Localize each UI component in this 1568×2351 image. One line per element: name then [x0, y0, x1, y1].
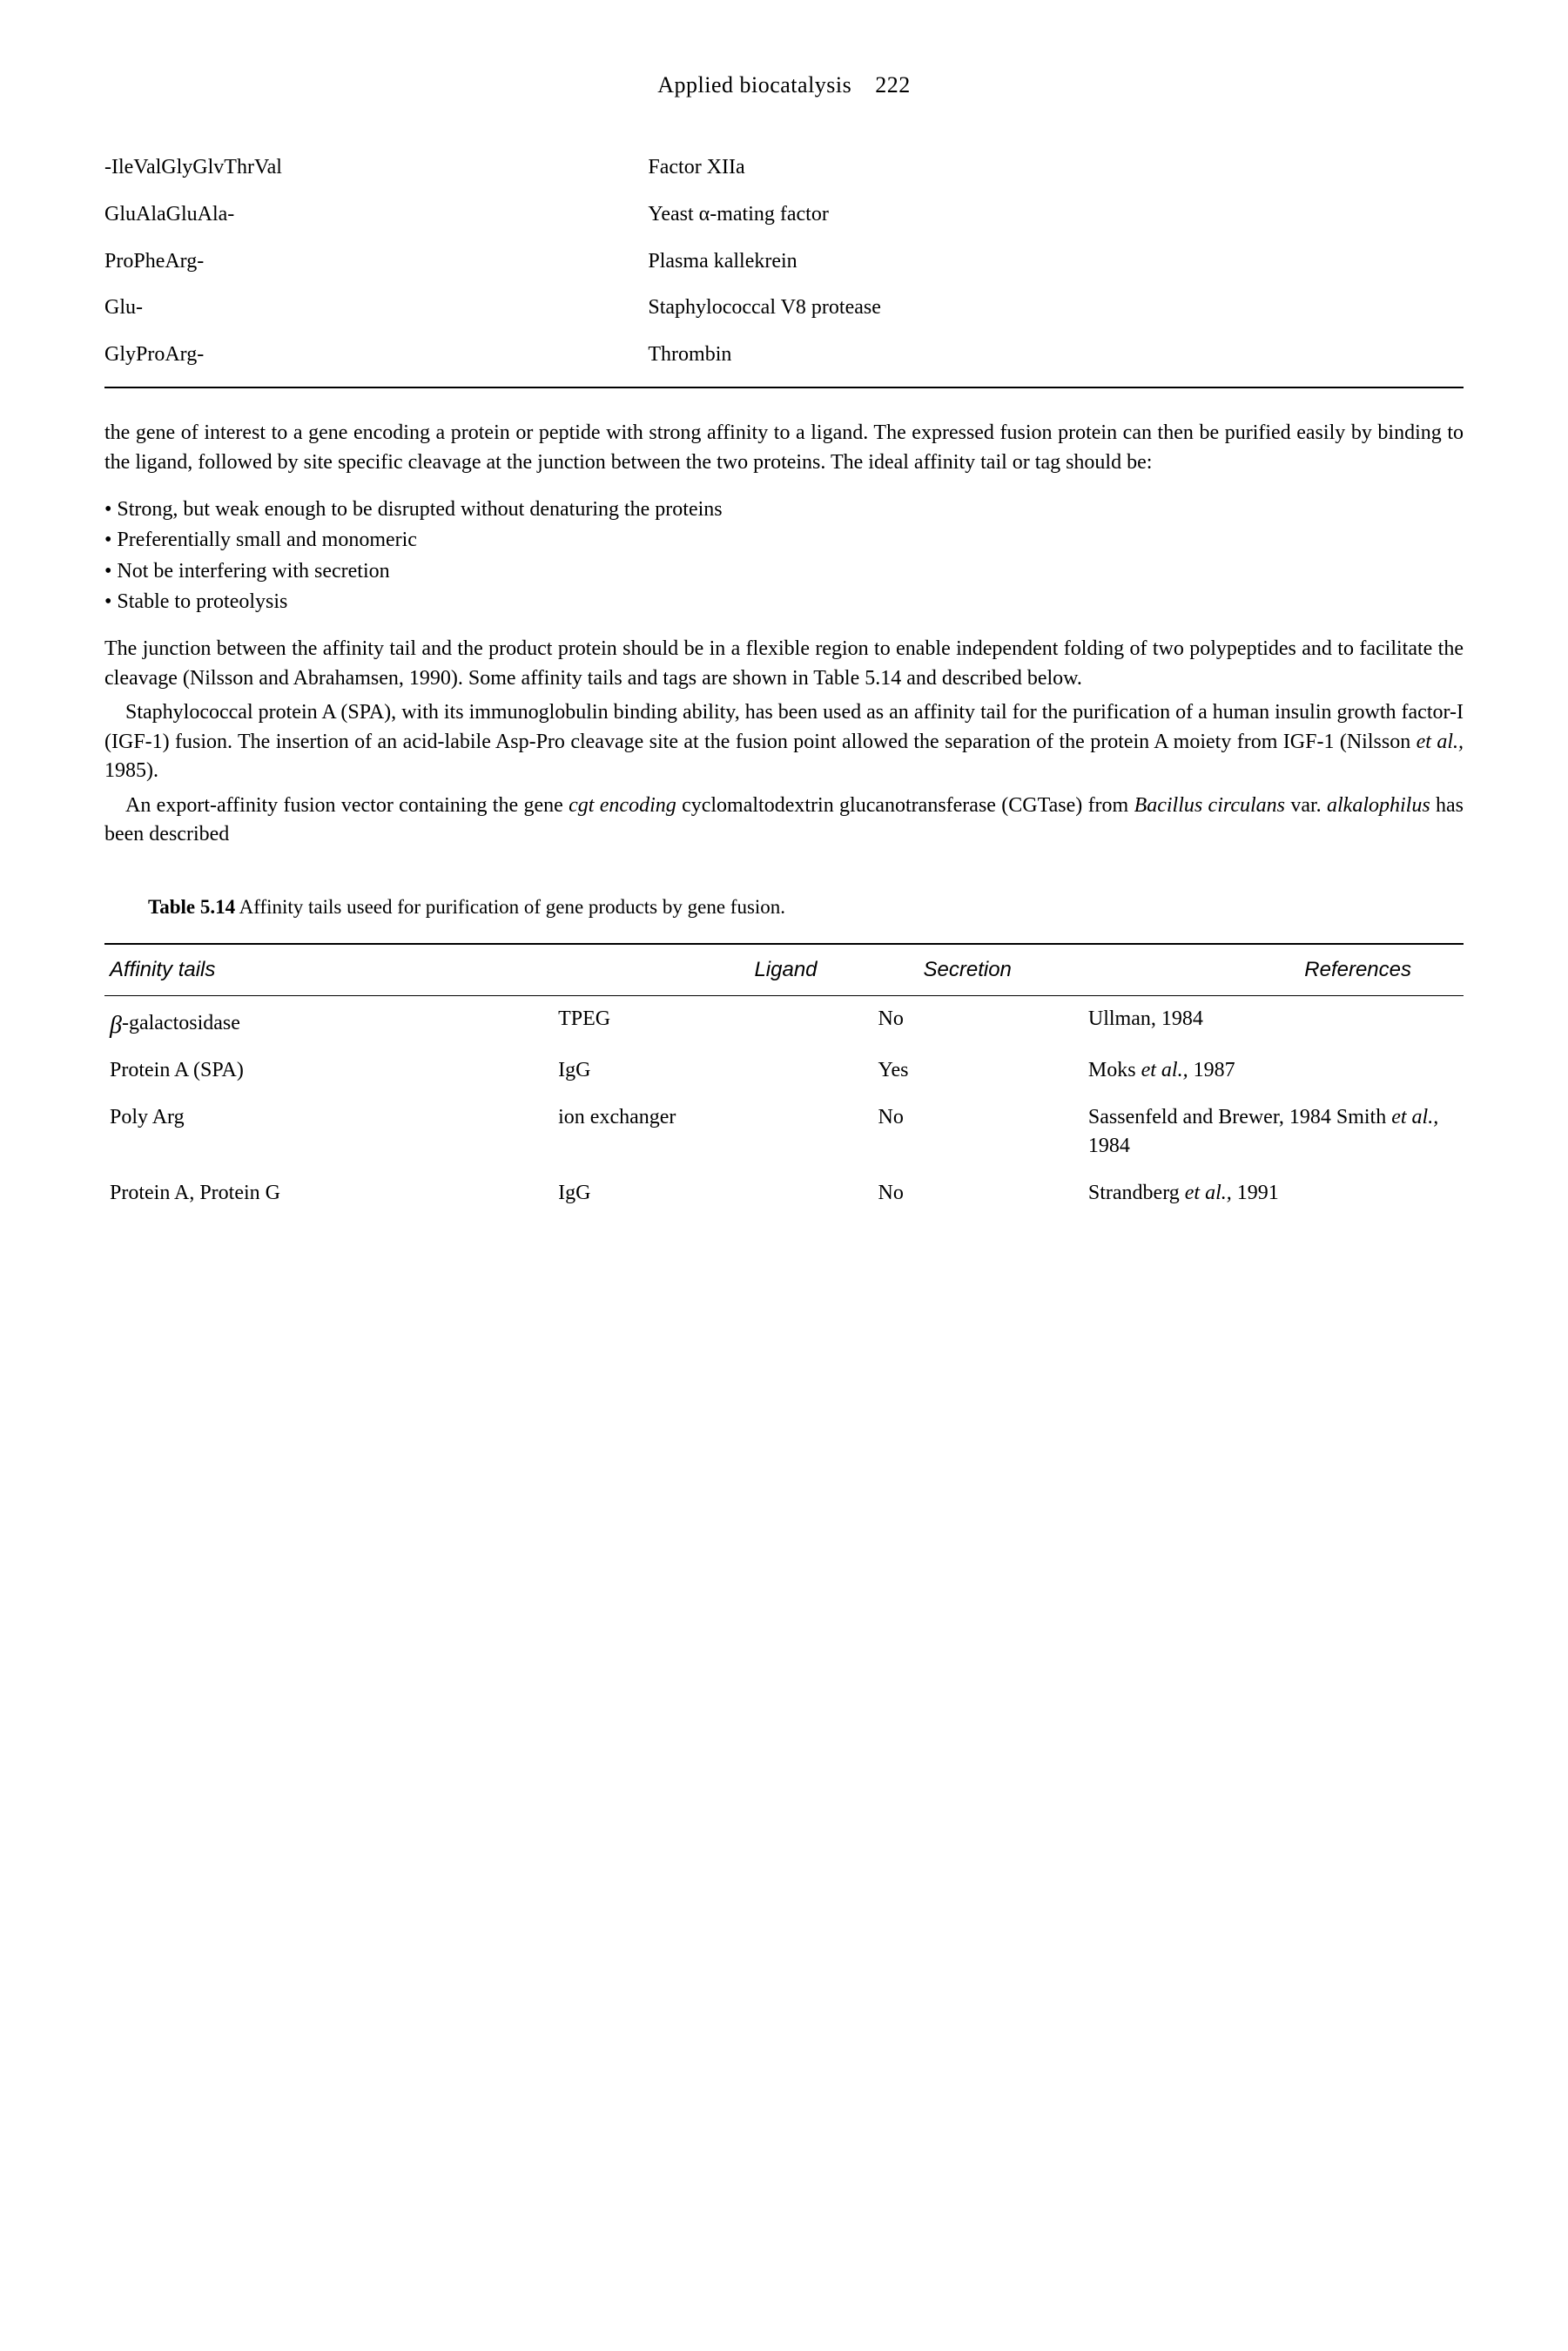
- para4-f: alkalophilus: [1327, 794, 1430, 817]
- para4-b: cgt encoding: [569, 794, 676, 817]
- sequence-cell: Glu-: [104, 285, 648, 332]
- sequence-cell: GluAlaGluAla-: [104, 192, 648, 239]
- page-header: Applied biocatalysis 222: [104, 70, 1464, 101]
- bullet-item: Stable to proteolysis: [104, 588, 1464, 617]
- table-divider: [104, 387, 1464, 388]
- reference-cell: Moks et al., 1987: [1083, 1048, 1464, 1095]
- secretion-cell: No: [852, 1170, 1083, 1217]
- para4-e: var.: [1285, 794, 1327, 817]
- para4-c: cyclomaltodextrin glucanotransferase (CG…: [676, 794, 1134, 817]
- cleavage-table: -IleValGlyGlvThrValFactor XIIaGluAlaGluA…: [104, 145, 1464, 378]
- sequence-cell: GlyProArg-: [104, 332, 648, 379]
- para4-d: Bacillus circulans: [1134, 794, 1285, 817]
- header-references: References: [1083, 944, 1464, 995]
- table-row: Protein A, Protein GIgGNoStrandberg et a…: [104, 1170, 1464, 1217]
- reference-cell: Sassenfeld and Brewer, 1984 Smith et al.…: [1083, 1095, 1464, 1170]
- affinity-table: Affinity tails Ligand Secretion Referenc…: [104, 943, 1464, 1216]
- paragraph-4: An export-affinity fusion vector contain…: [104, 792, 1464, 850]
- table-row: Poly Argion exchangerNoSassenfeld and Br…: [104, 1095, 1464, 1170]
- affinity-cell: Protein A (SPA): [104, 1048, 553, 1095]
- secretion-cell: No: [852, 995, 1083, 1048]
- table-row: GluAlaGluAla-Yeast α-mating factor: [104, 192, 1464, 239]
- table-caption: Table 5.14 Affinity tails useed for puri…: [148, 893, 1464, 921]
- paragraph-2: The junction between the affinity tail a…: [104, 635, 1464, 693]
- table-row: -IleValGlyGlvThrValFactor XIIa: [104, 145, 1464, 192]
- secretion-cell: No: [852, 1095, 1083, 1170]
- header-ligand: Ligand: [553, 944, 851, 995]
- para3-italic: et al.,: [1417, 731, 1464, 753]
- table-row: ProPheArg-Plasma kallekrein: [104, 239, 1464, 286]
- paragraph-1: the gene of interest to a gene encoding …: [104, 419, 1464, 477]
- affinity-cell: β-galactosidase: [104, 995, 553, 1048]
- bullet-item: Strong, but weak enough to be disrupted …: [104, 495, 1464, 525]
- para3-post: 1985).: [104, 759, 158, 782]
- ligand-cell: IgG: [553, 1170, 851, 1217]
- reference-cell: Ullman, 1984: [1083, 995, 1464, 1048]
- factor-cell: Plasma kallekrein: [648, 239, 1464, 286]
- factor-cell: Yeast α-mating factor: [648, 192, 1464, 239]
- header-title: Applied biocatalysis: [657, 72, 851, 98]
- para3-pre: Staphylococcal protein A (SPA), with its…: [104, 701, 1464, 753]
- body-text: the gene of interest to a gene encoding …: [104, 419, 1464, 850]
- reference-cell: Strandberg et al., 1991: [1083, 1170, 1464, 1217]
- table-row: Protein A (SPA)IgGYesMoks et al., 1987: [104, 1048, 1464, 1095]
- caption-label: Table 5.14: [148, 896, 235, 918]
- page-number: 222: [875, 72, 911, 98]
- bullet-item: Not be interfering with secretion: [104, 557, 1464, 587]
- sequence-cell: -IleValGlyGlvThrVal: [104, 145, 648, 192]
- sequence-cell: ProPheArg-: [104, 239, 648, 286]
- paragraph-3: Staphylococcal protein A (SPA), with its…: [104, 698, 1464, 786]
- beta-symbol: β: [110, 1012, 122, 1039]
- header-affinity: Affinity tails: [104, 944, 553, 995]
- ligand-cell: IgG: [553, 1048, 851, 1095]
- affinity-cell: Poly Arg: [104, 1095, 553, 1170]
- table-row: GlyProArg-Thrombin: [104, 332, 1464, 379]
- bullet-item: Preferentially small and monomeric: [104, 526, 1464, 556]
- para4-a: An export-affinity fusion vector contain…: [125, 794, 569, 817]
- ligand-cell: TPEG: [553, 995, 851, 1048]
- table-row: β-galactosidaseTPEGNoUllman, 1984: [104, 995, 1464, 1048]
- caption-text: Affinity tails useed for purification of…: [235, 896, 785, 918]
- ligand-cell: ion exchanger: [553, 1095, 851, 1170]
- factor-cell: Staphylococcal V8 protease: [648, 285, 1464, 332]
- bullet-list: Strong, but weak enough to be disrupted …: [104, 495, 1464, 617]
- table-row: Glu-Staphylococcal V8 protease: [104, 285, 1464, 332]
- secretion-cell: Yes: [852, 1048, 1083, 1095]
- factor-cell: Thrombin: [648, 332, 1464, 379]
- factor-cell: Factor XIIa: [648, 145, 1464, 192]
- affinity-cell: Protein A, Protein G: [104, 1170, 553, 1217]
- header-secretion: Secretion: [852, 944, 1083, 995]
